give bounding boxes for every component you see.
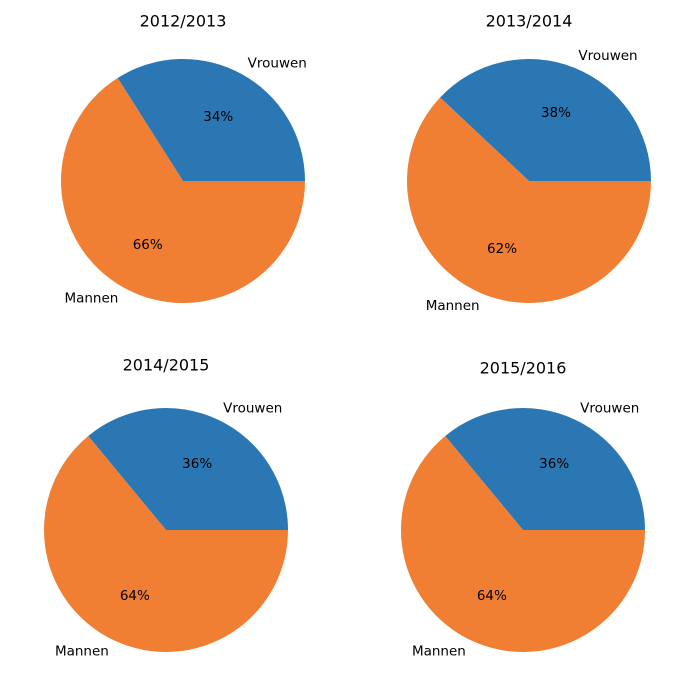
slice-category-label: Mannen [426, 298, 480, 314]
slice-percent-label: 36% [182, 456, 212, 472]
pie-chart-4: 2015/2016 36% Vrouwen 64% Mannen [400, 359, 646, 659]
pie-slice-vrouwen [88, 407, 289, 530]
chart-title: 2014/2015 [123, 356, 210, 375]
chart-title: 2013/2014 [486, 12, 573, 31]
pie-slice-vrouwen [445, 407, 646, 530]
pie-chart-1: 2012/2013 34% Vrouwen 66% Mannen [60, 12, 307, 307]
slice-category-label: Vrouwen [580, 401, 639, 417]
slice-category-label: Vrouwen [248, 55, 307, 71]
slice-category-label: Vrouwen [223, 401, 282, 417]
pie-chart-3: 2014/2015 36% Vrouwen 64% Mannen [43, 356, 289, 659]
chart-title: 2012/2013 [140, 12, 227, 31]
pie-slice-vrouwen [440, 59, 651, 181]
pie-slice-mannen [406, 97, 651, 304]
pie-slice-mannen [400, 436, 645, 652]
slice-percent-label: 64% [120, 588, 150, 604]
slice-percent-label: 64% [477, 588, 507, 604]
slice-percent-label: 62% [487, 241, 517, 257]
slice-category-label: Mannen [55, 643, 109, 659]
slice-category-label: Vrouwen [578, 48, 637, 64]
pie-slice-mannen [60, 77, 306, 303]
slice-percent-label: 38% [541, 105, 571, 121]
slice-percent-label: 66% [133, 237, 163, 253]
pie-chart-2: 2013/2014 38% Vrouwen 62% Mannen [406, 12, 651, 314]
slice-percent-label: 34% [203, 109, 233, 125]
slice-category-label: Mannen [64, 291, 118, 307]
pie-slice-mannen [43, 436, 288, 652]
slice-category-label: Mannen [412, 643, 466, 659]
chart-title: 2015/2016 [480, 359, 567, 378]
slice-percent-label: 36% [539, 456, 569, 472]
pie-slice-vrouwen [117, 58, 305, 181]
